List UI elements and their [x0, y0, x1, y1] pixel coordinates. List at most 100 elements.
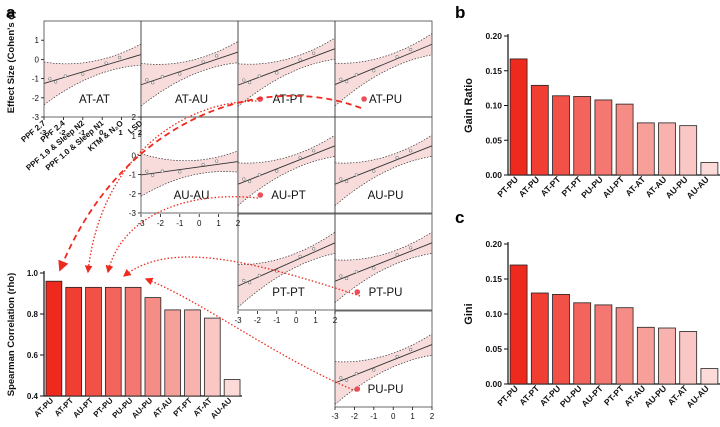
effect-axis-label: Effect Size (Cohen's d) — [6, 11, 17, 114]
cell-title: AU-PT — [271, 190, 306, 202]
effect-tick-label: 0 — [132, 151, 137, 160]
gini-bar-chart: 0.000.050.100.150.20PT-PUAT-PTAT-PUPU-PU… — [463, 239, 720, 410]
panel-b-label: b — [455, 3, 465, 22]
connector-arrow — [122, 256, 361, 297]
y-tick-label: 0.6 — [27, 351, 39, 360]
y-tick-label: 1.0 — [27, 269, 39, 278]
data-point — [395, 55, 399, 59]
y-axis-label: Gini — [463, 303, 475, 324]
bar — [700, 162, 719, 176]
band-lower — [334, 54, 433, 107]
data-point — [63, 74, 67, 78]
confidence-band — [238, 135, 335, 206]
x-category-label: AU-AU — [684, 174, 710, 200]
bar — [45, 280, 63, 397]
connector-arrow — [144, 277, 357, 392]
bar — [573, 96, 592, 176]
band-upper — [140, 41, 239, 65]
x-category-label: AT-AU — [151, 396, 174, 419]
confidence-band — [335, 33, 432, 106]
data-point — [248, 81, 252, 85]
effect-tick-label: -1 — [129, 171, 137, 180]
band-upper — [140, 150, 239, 162]
data-point — [118, 55, 122, 60]
confidence-band — [141, 41, 238, 107]
band-upper — [43, 43, 142, 65]
band-lower — [237, 156, 336, 206]
data-point — [275, 71, 279, 75]
fit-line — [334, 145, 433, 185]
data-point — [298, 254, 302, 259]
band-upper — [237, 134, 336, 164]
data-point — [354, 173, 358, 177]
effect-size-matrix: AT-AT AT-AU AT-PT AT-PU AU-AU AU-PT AU-PU PT-PT… — [6, 11, 435, 421]
data-point — [160, 169, 164, 173]
x-category-label: AU-PT — [601, 174, 627, 200]
effect-cell-at-at: AT-AT — [43, 20, 142, 118]
data-point — [151, 81, 155, 85]
bar — [636, 122, 655, 176]
effect-cell-pt-pt: PT-PT — [237, 213, 336, 311]
cell-title: AT-AU — [175, 94, 208, 106]
data-point — [215, 54, 219, 58]
x-category-label: AT-AT — [623, 174, 647, 198]
highlight-marker — [354, 289, 361, 295]
data-point — [372, 368, 376, 372]
data-point — [354, 270, 358, 274]
effect-tick-label: -2 — [32, 94, 40, 103]
effect-tick-label: 2 — [132, 113, 137, 122]
x-tick-label: -2 — [254, 316, 262, 325]
band-lower — [334, 156, 433, 206]
gain-ratio-bar-chart: 0.000.050.100.150.20PT-PUAT-PUAT-PTPT-PT… — [463, 31, 720, 201]
y-tick-label: 0.05 — [485, 344, 502, 354]
confidence-band — [141, 150, 238, 197]
drug-value: -1 — [78, 128, 85, 137]
bar — [509, 264, 528, 385]
x-tick-label: 1 — [216, 219, 221, 228]
data-point — [354, 73, 358, 77]
data-point — [145, 169, 149, 173]
bar — [615, 103, 634, 176]
effect-cell-au-pu: AU-PU — [334, 116, 433, 214]
band-upper — [237, 37, 336, 65]
data-point — [339, 77, 343, 81]
data-point — [345, 378, 349, 382]
bar — [203, 317, 221, 397]
effect-tick-label: -3 — [32, 113, 40, 122]
effect-tick-label: 0 — [35, 55, 40, 64]
y-axis-label: Spearman Correlation (rho) — [6, 273, 17, 397]
data-point — [395, 156, 399, 160]
cell-frame — [334, 116, 433, 214]
cell-frame — [334, 213, 433, 311]
band-upper — [334, 333, 433, 363]
band-upper — [334, 231, 433, 261]
data-point — [54, 80, 58, 84]
confidence-band — [335, 135, 432, 206]
x-category-label: AT-PU — [517, 174, 542, 199]
fit-line — [237, 145, 336, 185]
highlight-marker — [361, 96, 367, 102]
x-category-label: AU-PT — [579, 383, 605, 409]
data-point — [248, 179, 252, 184]
cell-title: PT-PU — [369, 287, 403, 299]
band-lower — [140, 171, 239, 197]
bar — [65, 286, 83, 397]
bar — [658, 327, 676, 385]
x-tick-label: 0 — [294, 316, 299, 325]
bar — [636, 326, 655, 385]
bar — [164, 309, 182, 397]
cell-title: AT-AT — [79, 94, 110, 106]
effect-cell-pt-pu: PT-PU — [334, 213, 433, 311]
data-point — [312, 247, 316, 251]
connector-arrows — [58, 95, 362, 392]
effect-cell-au-pt: AU-PT — [237, 116, 336, 214]
x-tick-label: -3 — [331, 412, 339, 421]
bar — [530, 84, 549, 176]
data-point — [201, 60, 205, 64]
fit-line — [334, 344, 433, 384]
data-point — [257, 273, 261, 278]
data-point — [298, 58, 302, 62]
y-tick-label: 0.15 — [485, 274, 502, 284]
y-axis-label: Gain Ratio — [463, 78, 475, 133]
